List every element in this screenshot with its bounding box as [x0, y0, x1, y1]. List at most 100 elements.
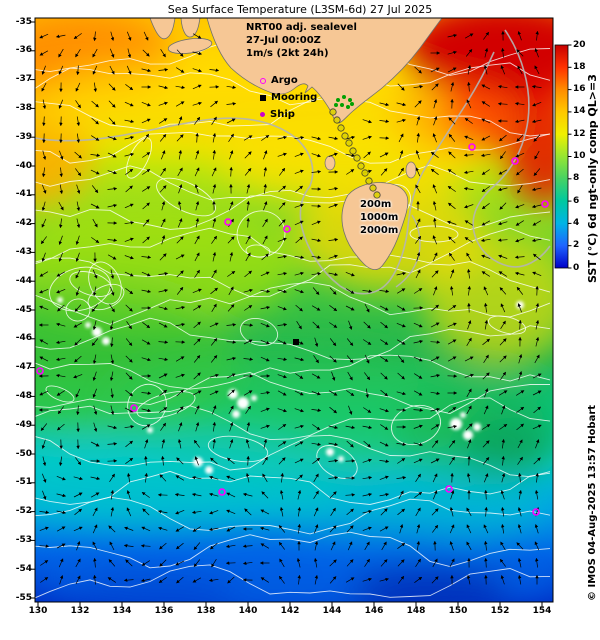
current-arrow	[40, 236, 47, 245]
current-arrow	[447, 424, 458, 429]
y-axis-tick-label: -48	[15, 390, 32, 401]
current-arrow	[244, 151, 252, 159]
depth-label-1000m: 1000m	[360, 212, 399, 223]
contour-eddy	[49, 266, 111, 312]
current-arrow	[176, 406, 184, 414]
current-arrow	[107, 203, 118, 208]
current-arrow	[364, 354, 370, 364]
mooring-marker	[293, 339, 299, 345]
current-arrow	[192, 288, 202, 294]
current-arrow	[159, 559, 167, 567]
current-arrow	[57, 304, 65, 312]
contour-line	[35, 564, 551, 599]
current-arrow	[243, 357, 254, 361]
contour-eddy	[316, 445, 358, 479]
current-arrow	[124, 101, 134, 107]
current-arrow	[399, 150, 404, 160]
current-arrow	[209, 542, 218, 550]
current-arrow	[498, 134, 507, 142]
current-arrow	[59, 575, 64, 585]
current-arrow	[330, 541, 336, 551]
current-arrow	[246, 421, 251, 432]
current-arrow	[517, 184, 523, 194]
current-arrow	[160, 422, 167, 431]
current-arrow	[90, 492, 100, 498]
current-arrow	[74, 508, 83, 516]
current-arrow	[109, 473, 115, 482]
colorbar-tick-label: 18	[573, 61, 586, 72]
current-arrow	[125, 559, 133, 567]
current-arrow	[465, 423, 473, 431]
current-arrow	[501, 405, 506, 415]
current-arrow	[92, 524, 98, 534]
current-arrow	[295, 373, 304, 379]
y-axis-tick-label: -51	[15, 477, 32, 488]
current-arrow	[415, 269, 421, 279]
current-arrow	[110, 489, 115, 500]
current-arrow	[125, 288, 134, 295]
current-arrow	[516, 134, 524, 142]
current-arrow	[294, 255, 305, 259]
current-arrow	[501, 438, 505, 449]
current-arrow	[127, 472, 131, 483]
current-arrow	[158, 272, 169, 276]
current-arrow	[379, 289, 390, 293]
current-arrow	[141, 408, 152, 413]
current-arrow	[517, 524, 522, 534]
current-arrow	[176, 67, 185, 73]
current-arrow	[76, 405, 80, 416]
axis-tick-marks	[30, 21, 543, 607]
current-arrow	[260, 509, 270, 515]
current-arrow	[141, 255, 152, 259]
current-arrow	[381, 541, 387, 551]
current-arrow	[499, 202, 507, 210]
current-arrow	[277, 254, 288, 259]
current-arrow	[141, 424, 151, 430]
y-axis-tick-label: -46	[15, 333, 32, 344]
current-arrow	[467, 320, 472, 330]
current-arrow	[518, 354, 523, 364]
current-arrow	[125, 84, 134, 91]
current-arrow	[328, 136, 339, 141]
current-arrow	[362, 135, 372, 140]
current-arrow	[414, 576, 423, 583]
argo-marker	[218, 488, 226, 496]
current-arrow	[75, 269, 81, 279]
current-arrow	[346, 338, 354, 347]
argo-marker	[36, 367, 44, 375]
current-arrow	[294, 152, 304, 157]
current-arrow	[449, 506, 454, 517]
y-axis-tick-label: -39	[15, 131, 32, 142]
current-arrow	[125, 304, 133, 312]
current-arrow	[294, 357, 305, 362]
current-arrow	[534, 65, 540, 75]
argo-marker	[224, 218, 232, 226]
current-arrow	[433, 99, 438, 109]
current-arrow	[432, 184, 438, 194]
current-arrow	[226, 526, 236, 532]
current-arrow	[228, 286, 234, 296]
y-axis-tick-label: -42	[15, 218, 32, 229]
current-arrow	[161, 235, 166, 245]
current-arrow	[413, 458, 423, 464]
current-arrow	[260, 356, 270, 362]
current-arrow	[41, 218, 47, 228]
current-arrow	[363, 339, 372, 345]
x-axis-tick-label: 138	[196, 606, 216, 616]
current-arrow	[56, 322, 66, 327]
current-arrow	[518, 371, 523, 381]
ship-track-point	[341, 132, 349, 140]
current-arrow	[90, 169, 100, 175]
current-arrow	[192, 68, 202, 73]
current-arrow	[75, 252, 80, 262]
current-arrow	[226, 457, 235, 465]
current-arrow	[158, 288, 169, 293]
current-arrow	[142, 186, 151, 192]
current-arrow	[449, 524, 455, 534]
current-arrow	[535, 30, 539, 41]
current-arrow	[246, 455, 250, 466]
current-arrow	[141, 271, 151, 277]
current-arrow	[73, 492, 83, 498]
current-arrow	[108, 559, 116, 567]
current-arrow	[127, 48, 132, 59]
